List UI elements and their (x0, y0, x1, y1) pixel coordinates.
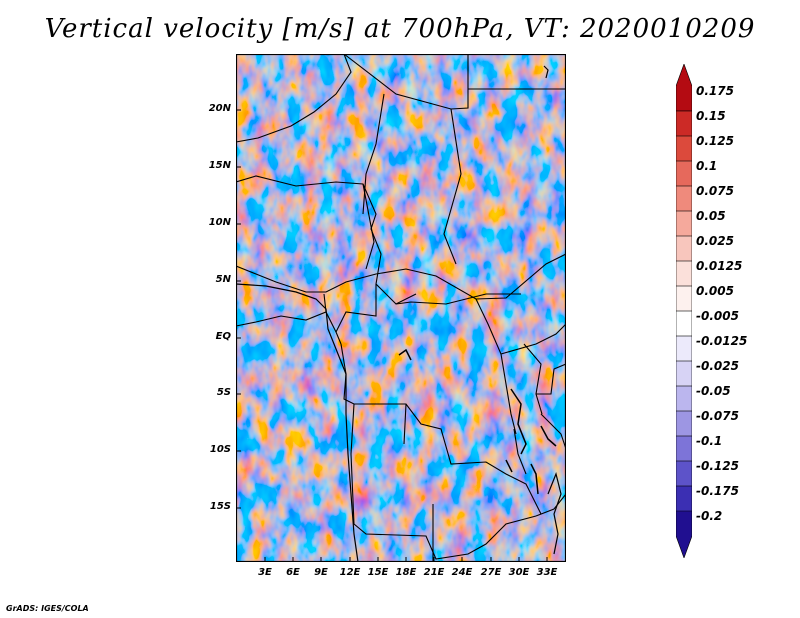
lon-label: 33E (536, 567, 558, 578)
colorbar-swatch (676, 260, 692, 287)
colorbar-label: 0.175 (696, 84, 734, 98)
country-borders (236, 54, 566, 562)
footer-credit: GrADS: IGES/COLA (6, 604, 89, 613)
colorbar-label: -0.075 (696, 409, 739, 423)
lon-label: 30E (508, 567, 530, 578)
colorbar-label: -0.005 (696, 309, 739, 323)
colorbar-label: -0.05 (696, 384, 731, 398)
lon-label: 15E (367, 567, 389, 578)
colorbar-swatch (676, 485, 692, 512)
velocity-map (236, 54, 566, 562)
colorbar-swatch (676, 360, 692, 387)
colorbar-label: -0.175 (696, 484, 739, 498)
lon-label: 24E (451, 567, 473, 578)
colorbar-swatch (676, 160, 692, 187)
colorbar-label: 0.1 (696, 159, 718, 173)
colorbar-swatch (676, 410, 692, 437)
lat-label: 5S (216, 387, 231, 398)
colorbar (676, 64, 692, 558)
map-title: Vertical velocity [m/s] at 700hPa, VT: 2… (44, 14, 756, 44)
colorbar-label: -0.125 (696, 459, 739, 473)
lat-label: 10N (208, 217, 231, 228)
coastline (236, 65, 562, 562)
colorbar-swatch (676, 510, 692, 558)
colorbar-swatch (676, 110, 692, 137)
lat-label: 5N (215, 274, 231, 285)
colorbar-swatch (676, 310, 692, 337)
lon-label: 6E (286, 567, 300, 578)
colorbar-label: 0.075 (696, 184, 734, 198)
colorbar-swatch (676, 385, 692, 412)
colorbar-swatch (676, 135, 692, 162)
colorbar-swatch (676, 435, 692, 462)
colorbar-label: -0.1 (696, 434, 723, 448)
lon-label: 18E (395, 567, 417, 578)
lon-label: 9E (314, 567, 328, 578)
lat-label: 10S (209, 444, 231, 455)
colorbar-label: 0.005 (696, 284, 734, 298)
lon-label: 21E (423, 567, 445, 578)
map-frame (236, 54, 566, 562)
lakes (398, 348, 557, 495)
colorbar-label: -0.2 (696, 509, 723, 523)
lon-label: 27E (480, 567, 502, 578)
colorbar-label: -0.0125 (696, 334, 748, 348)
colorbar-label: -0.025 (696, 359, 739, 373)
colorbar-swatch (676, 185, 692, 212)
lat-label: 20N (208, 103, 231, 114)
lat-label: EQ (215, 331, 231, 342)
colorbar-label: 0.05 (696, 209, 726, 223)
velocity-field (236, 54, 566, 562)
colorbar-swatch (676, 335, 692, 362)
lat-label: 15S (209, 501, 231, 512)
lon-ticks (264, 557, 548, 562)
colorbar-swatch (676, 64, 692, 112)
lat-label: 15N (208, 160, 231, 171)
colorbar-label: 0.0125 (696, 259, 743, 273)
lon-label: 3E (258, 567, 272, 578)
lon-label: 12E (339, 567, 361, 578)
lat-ticks (236, 109, 241, 509)
colorbar-swatch (676, 285, 692, 312)
colorbar-swatch (676, 235, 692, 262)
colorbar-label: 0.025 (696, 234, 734, 248)
colorbar-label: 0.125 (696, 134, 734, 148)
colorbar-swatch (676, 210, 692, 237)
colorbar-swatch (676, 460, 692, 487)
colorbar-label: 0.15 (696, 109, 726, 123)
